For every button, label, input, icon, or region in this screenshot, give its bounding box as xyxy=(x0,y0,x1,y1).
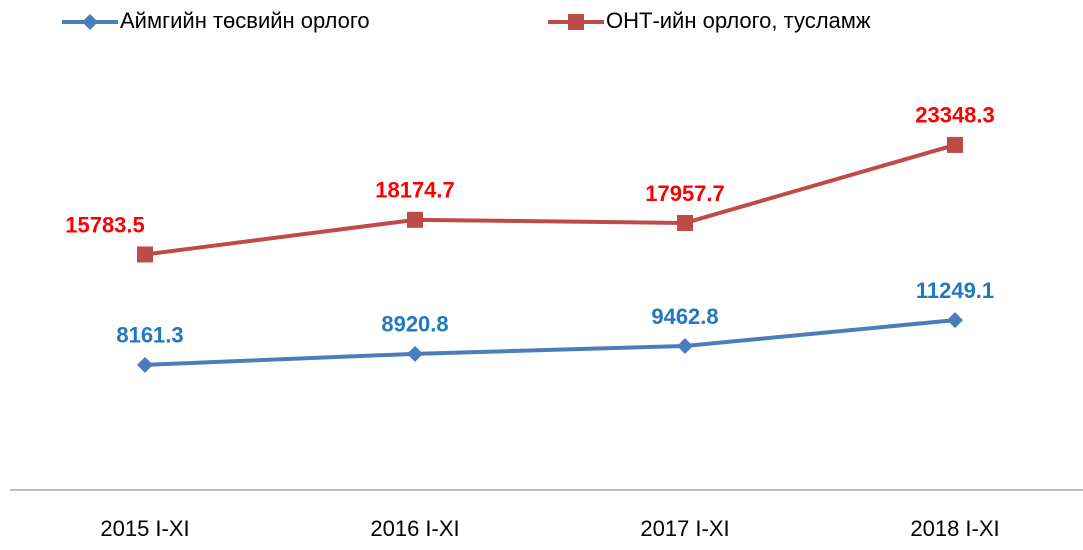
legend-label: ОНТ-ийн орлого, тусламж xyxy=(606,8,871,33)
marker xyxy=(407,345,423,362)
marker xyxy=(947,136,963,153)
data-label: 23348.3 xyxy=(915,103,995,128)
marker xyxy=(407,211,423,228)
x-tick-label: 2016 I-XI xyxy=(370,516,459,541)
marker xyxy=(677,337,693,354)
x-tick-label: 2017 I-XI xyxy=(640,516,729,541)
data-label: 17957.7 xyxy=(645,181,725,206)
data-label: 15783.5 xyxy=(65,212,145,237)
marker xyxy=(137,356,153,373)
data-label: 11249.1 xyxy=(916,278,994,303)
legend-marker xyxy=(82,14,98,30)
data-label: 18174.7 xyxy=(375,178,455,203)
line xyxy=(144,142,956,257)
line xyxy=(144,318,956,367)
data-label: 9462.8 xyxy=(651,304,718,329)
legend-label: Аймгийн төсвийн орлого xyxy=(120,8,370,33)
legend-marker xyxy=(568,14,584,30)
x-tick-label: 2018 I-XI xyxy=(910,516,999,541)
marker xyxy=(947,312,963,329)
x-tick-label: 2015 I-XI xyxy=(100,516,189,541)
data-label: 8161.3 xyxy=(116,323,183,348)
marker xyxy=(677,214,693,231)
data-label: 8920.8 xyxy=(381,312,448,337)
marker xyxy=(137,246,153,263)
